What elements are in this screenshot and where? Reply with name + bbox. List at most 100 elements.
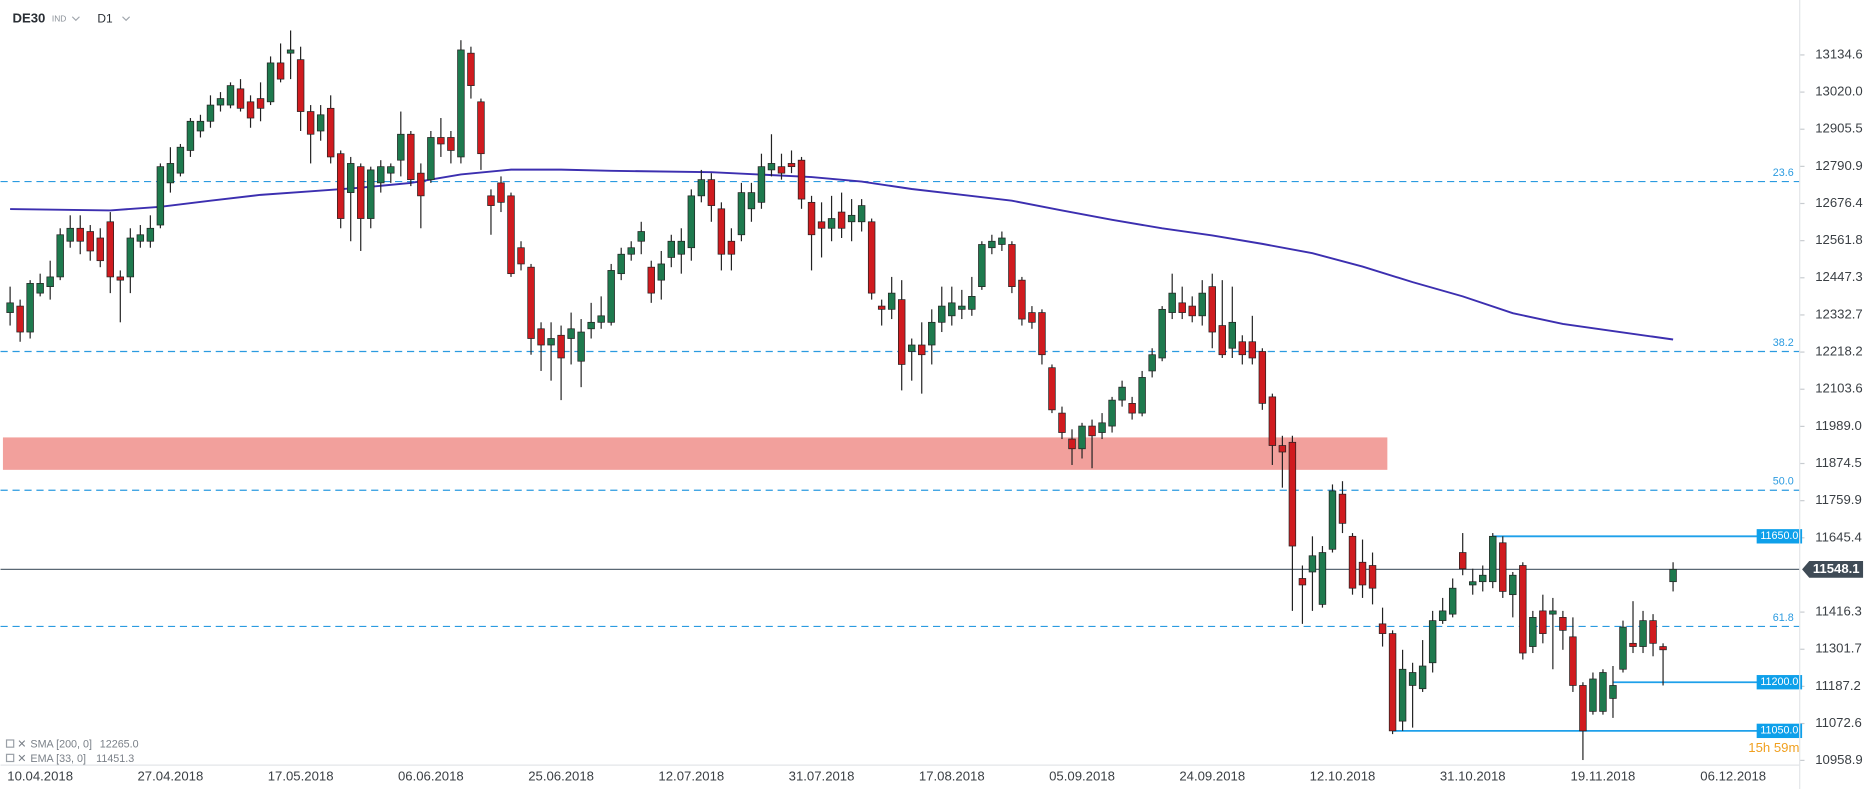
fib-label: 50.0: [1773, 476, 1794, 488]
candle-body: [427, 137, 435, 180]
legend-x[interactable]: ✕: [17, 739, 26, 751]
y-tick-label: 11874.5: [1815, 455, 1862, 470]
legend-icon[interactable]: [5, 753, 15, 763]
sma-line: [10, 168, 1674, 341]
candle-body: [1479, 574, 1487, 583]
symbol[interactable]: DE30: [13, 11, 46, 26]
candle-body: [1278, 445, 1287, 453]
dropdown-icon[interactable]: [122, 16, 131, 22]
y-tick-label: 11645.4: [1815, 529, 1862, 544]
level-label: 11650.0: [1760, 530, 1798, 542]
candle-body: [1058, 412, 1066, 433]
candle-body: [1669, 568, 1677, 583]
candle-body: [286, 49, 295, 54]
candle-body: [908, 344, 916, 352]
candle-body: [1448, 587, 1457, 615]
candle-body: [998, 237, 1006, 245]
candle-body: [517, 247, 525, 265]
candle-body: [16, 305, 24, 333]
candle-body: [1168, 292, 1176, 313]
candle-body: [667, 240, 675, 258]
candle-body: [126, 237, 135, 278]
y-tick-label: 10958.9: [1815, 752, 1863, 767]
candle-body: [306, 111, 315, 135]
candle-body: [817, 221, 826, 229]
candle-body: [1318, 552, 1327, 605]
candle-body: [1238, 341, 1247, 356]
x-tick-label: 25.06.2018: [528, 769, 594, 784]
candle-body: [727, 240, 736, 255]
candle-body: [1158, 308, 1166, 359]
y-tick-label: 12218.2: [1815, 344, 1863, 359]
candle-body: [1248, 341, 1257, 359]
candle-body: [1178, 302, 1186, 313]
x-tick-label: 17.08.2018: [919, 769, 985, 784]
candle-body: [1469, 581, 1477, 586]
zone-layer: [2, 437, 1388, 470]
x-tick-label: 05.09.2018: [1049, 769, 1115, 784]
legend-sma-value: 12265.0: [100, 739, 139, 751]
candle-body: [1529, 617, 1537, 647]
candle-body: [156, 166, 165, 226]
legend-icon[interactable]: [5, 739, 15, 748]
candle-body: [1028, 312, 1036, 323]
candle-body: [96, 237, 104, 262]
y-tick-label: 12790.9: [1815, 158, 1863, 173]
candle-body: [226, 85, 235, 106]
y-tick-label: 12676.4: [1815, 195, 1863, 210]
candle-body: [1328, 490, 1337, 550]
candle-body: [1629, 642, 1637, 647]
candle-body: [677, 240, 686, 255]
candle-body: [1108, 399, 1116, 427]
candle-body: [948, 302, 956, 317]
candle-body: [1368, 565, 1377, 589]
candle-body: [557, 334, 565, 359]
y-tick-label: 11759.9: [1815, 492, 1862, 507]
y-tick-label: 12561.8: [1815, 232, 1863, 247]
candle-body: [857, 205, 866, 223]
candle-body: [687, 195, 696, 249]
countdown: 15h 59m: [1748, 740, 1799, 755]
candle-body: [116, 276, 125, 281]
candle-body: [607, 270, 615, 323]
candle-body: [877, 305, 886, 310]
candle-body: [447, 137, 455, 151]
candle-body: [1228, 321, 1236, 349]
candle-body: [1519, 565, 1527, 654]
y-tick-label: 11301.7: [1815, 641, 1862, 656]
candle-body: [747, 192, 756, 210]
candle-body: [86, 231, 94, 252]
timeframe[interactable]: D1: [97, 11, 113, 25]
x-tick-label: 06.12.2018: [1700, 769, 1766, 784]
candle-body: [256, 98, 265, 109]
candle-body: [276, 62, 285, 80]
legend: ✕ SMA [200, 0] 12265.0 ✕ EMA [33, 0] 114…: [5, 739, 139, 765]
fib-label: 23.6: [1773, 167, 1794, 179]
candle-body: [1539, 610, 1547, 634]
candle-body: [46, 276, 54, 287]
candle-body: [347, 163, 355, 193]
candle-body: [1599, 672, 1607, 712]
y-tick-label: 11072.6: [1815, 715, 1862, 730]
candle-body: [1128, 403, 1136, 414]
candle-body: [1298, 578, 1307, 586]
candle-body: [186, 120, 195, 151]
candle-body: [1098, 422, 1106, 433]
candle-body: [1428, 620, 1437, 664]
x-tick-label: 06.06.2018: [398, 769, 464, 784]
candle-body: [1659, 646, 1667, 651]
candle-body: [497, 182, 505, 203]
candle-body: [417, 172, 425, 197]
candle-body: [1438, 610, 1447, 621]
candle-body: [1188, 305, 1196, 317]
candle-body: [627, 247, 635, 255]
y-tick-label: 12103.6: [1815, 381, 1863, 396]
legend-x[interactable]: ✕: [17, 753, 26, 765]
dropdown-icon[interactable]: [71, 16, 80, 22]
y-tick-label: 11187.2: [1815, 678, 1861, 693]
candle-body: [1118, 386, 1126, 401]
fib-label: 61.8: [1773, 612, 1794, 624]
candle-body: [597, 315, 605, 323]
candle-body: [397, 133, 405, 161]
candle-body: [1018, 279, 1026, 320]
